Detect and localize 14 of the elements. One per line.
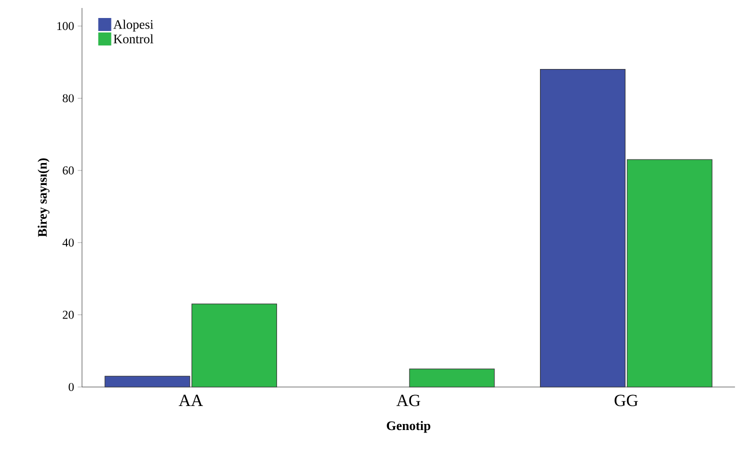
x-axis-title: Genotip [386, 420, 430, 433]
y-tick-label: 100 [57, 22, 74, 30]
x-tick-label: GG [614, 394, 638, 406]
bar [409, 368, 495, 388]
legend-label: Alopesi [113, 20, 154, 32]
y-tick-label: 20 [62, 310, 74, 319]
y-tick-label: 0 [68, 382, 74, 392]
x-tick-label: AA [178, 394, 203, 406]
x-tick-label: AG [396, 394, 420, 406]
y-tick-label: 60 [62, 166, 74, 174]
y-tick-label: 40 [62, 238, 74, 247]
legend-label: Kontrol [114, 34, 154, 44]
y-axis-title: Birey sayısı(n) [38, 158, 50, 237]
y-tick-label: 80 [62, 94, 74, 102]
